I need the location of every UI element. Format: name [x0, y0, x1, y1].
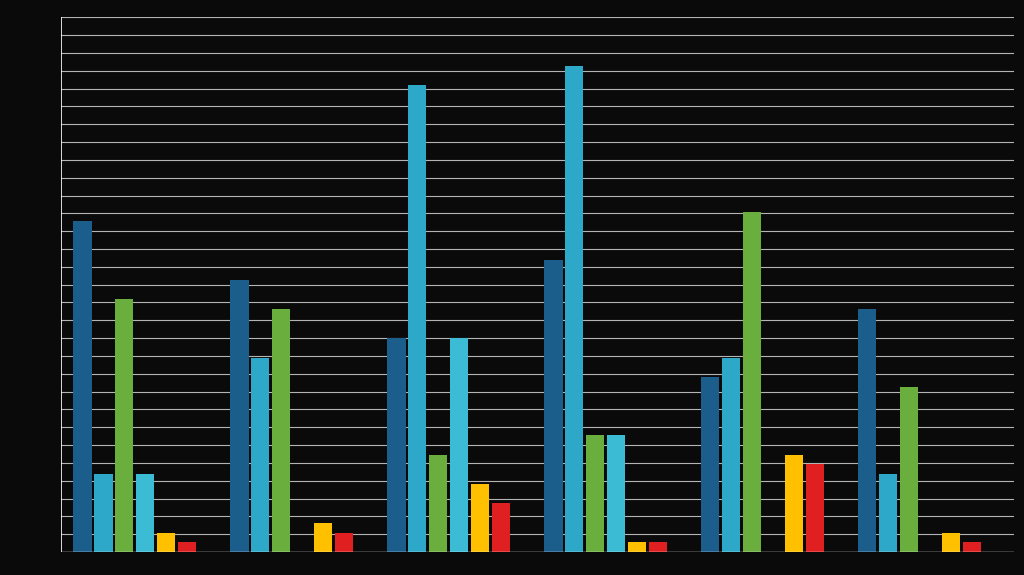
Bar — [942, 532, 961, 552]
Bar — [314, 523, 332, 552]
Bar — [649, 542, 668, 552]
Bar — [858, 309, 877, 552]
Bar — [450, 338, 468, 552]
Bar — [722, 358, 740, 552]
Bar — [544, 260, 562, 552]
Bar — [806, 465, 824, 552]
Bar — [136, 474, 155, 552]
Bar — [429, 455, 447, 552]
Bar — [94, 474, 113, 552]
Bar — [335, 532, 353, 552]
Bar — [784, 455, 803, 552]
Bar — [701, 377, 720, 552]
Bar — [743, 212, 761, 552]
Bar — [492, 503, 510, 552]
Bar — [607, 435, 626, 552]
Bar — [230, 280, 249, 552]
Bar — [565, 66, 584, 552]
Bar — [900, 387, 919, 552]
Bar — [586, 435, 604, 552]
Bar — [879, 474, 897, 552]
Bar — [178, 542, 197, 552]
Bar — [471, 484, 489, 552]
Bar — [272, 309, 291, 552]
Bar — [115, 299, 133, 552]
Bar — [628, 542, 646, 552]
Bar — [73, 221, 91, 552]
Bar — [963, 542, 981, 552]
Bar — [157, 532, 175, 552]
Bar — [387, 338, 406, 552]
Bar — [251, 358, 269, 552]
Bar — [408, 85, 426, 552]
